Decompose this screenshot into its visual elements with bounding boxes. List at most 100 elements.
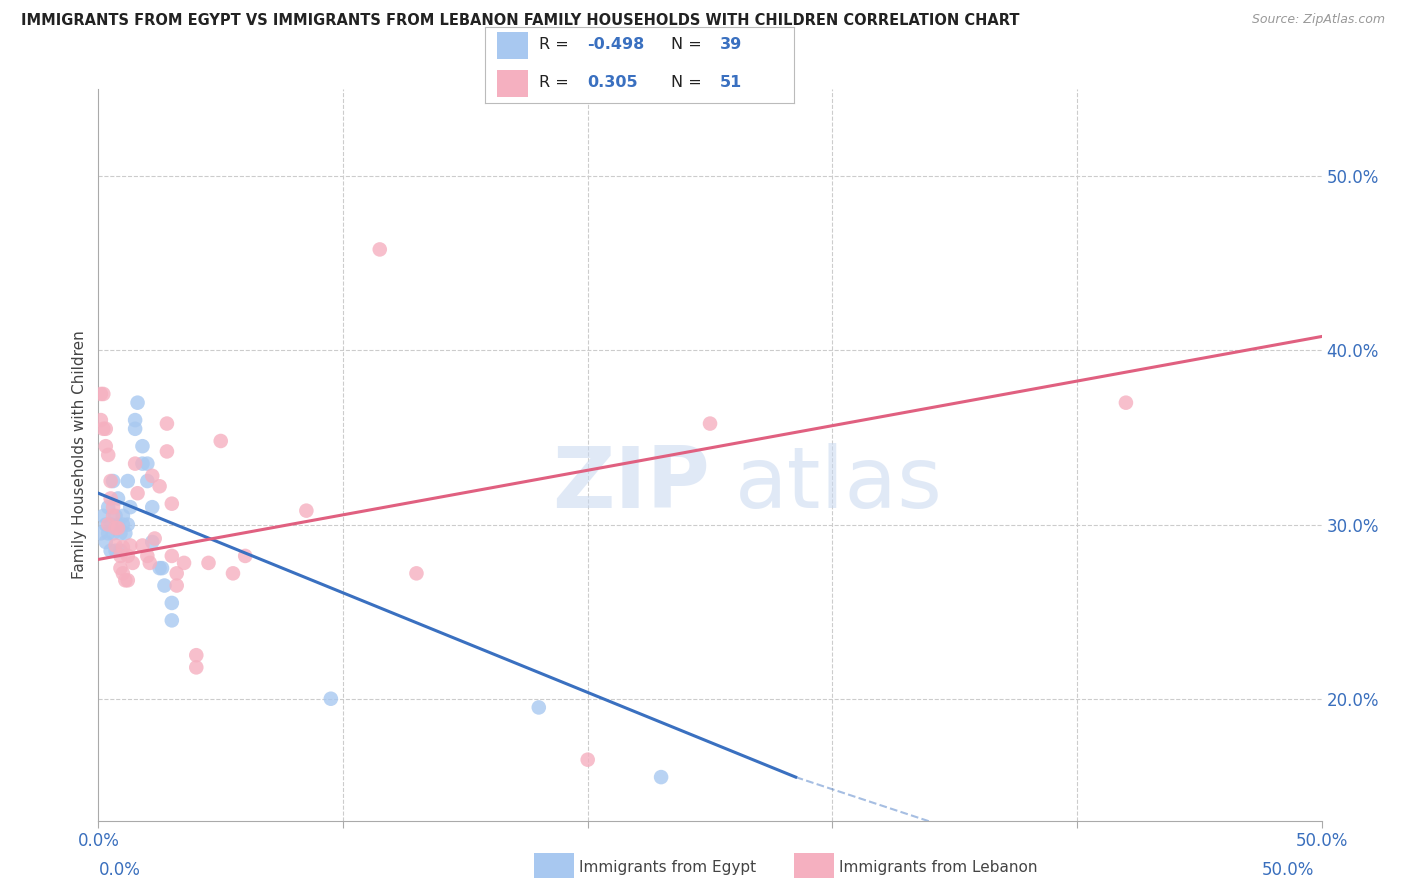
Point [104,521,127,535]
Point [121,556,143,570]
Point [160,497,183,511]
Point [141,500,163,515]
Point [90,526,112,541]
Point [91,387,114,401]
Point [209,434,232,448]
Point [141,535,163,549]
Point [111,508,134,523]
Point [114,526,136,541]
Text: 0.305: 0.305 [588,75,638,90]
Point [94,535,117,549]
Point [150,561,173,575]
Point [100,543,122,558]
Point [222,566,245,581]
Text: 51: 51 [720,75,742,90]
Point [90,413,112,427]
Point [124,422,146,436]
Point [186,660,208,674]
Point [699,417,721,431]
FancyBboxPatch shape [498,32,529,59]
Text: 39: 39 [720,37,742,53]
Point [156,444,179,458]
Point [104,543,127,558]
Point [149,561,172,575]
Text: IMMIGRANTS FROM EGYPT VS IMMIGRANTS FROM LEBANON FAMILY HOUSEHOLDS WITH CHILDREN: IMMIGRANTS FROM EGYPT VS IMMIGRANTS FROM… [21,13,1019,29]
Point [107,491,129,506]
Point [120,539,142,553]
Point [141,468,163,483]
Text: N =: N = [671,75,707,90]
Point [143,532,166,546]
Text: R =: R = [538,37,574,53]
Point [136,549,159,563]
Point [233,549,256,563]
Point [120,500,142,515]
Point [173,556,195,570]
Point [107,517,129,532]
Point [136,457,159,471]
Text: Immigrants from Lebanon: Immigrants from Lebanon [839,860,1038,874]
Point [101,474,124,488]
Text: 0.0%: 0.0% [98,861,141,879]
Point [368,243,391,257]
Text: R =: R = [538,75,579,90]
Point [101,526,124,541]
Text: 50.0%: 50.0% [1263,861,1315,879]
Point [124,457,146,471]
Point [97,500,120,515]
Point [97,526,120,541]
Point [110,526,132,541]
Point [295,503,318,517]
Point [111,540,134,554]
Point [117,517,139,532]
Point [97,448,120,462]
Text: -0.498: -0.498 [588,37,644,53]
Point [166,578,188,592]
Point [90,387,112,401]
Point [576,753,599,767]
Point [156,417,179,431]
Point [124,413,146,427]
Text: N =: N = [671,37,707,53]
Point [127,395,149,409]
Text: Source: ZipAtlas.com: Source: ZipAtlas.com [1251,13,1385,27]
Point [197,556,219,570]
Point [136,474,159,488]
FancyBboxPatch shape [498,70,529,96]
Point [153,578,176,592]
Point [131,457,153,471]
Text: Immigrants from Egypt: Immigrants from Egypt [579,860,756,874]
Point [117,549,139,563]
Point [101,500,124,515]
Point [111,517,134,532]
Y-axis label: Family Households with Children: Family Households with Children [72,331,87,579]
Point [91,508,114,523]
Point [94,517,117,532]
Text: atlas: atlas [734,442,942,525]
Point [104,508,127,523]
Point [319,691,342,706]
Point [107,521,129,535]
Point [139,556,162,570]
Point [1115,395,1137,409]
Point [131,439,153,453]
Point [149,479,172,493]
Point [101,508,124,523]
Point [160,613,183,627]
Point [114,574,136,588]
Point [110,549,132,563]
Point [100,517,122,532]
Point [110,543,132,558]
Point [94,439,117,453]
Point [186,648,208,663]
Point [117,474,139,488]
Point [91,422,114,436]
Point [110,561,132,575]
Point [104,539,127,553]
Point [111,566,134,581]
Point [166,566,188,581]
Text: ZIP: ZIP [553,442,710,525]
Point [117,574,139,588]
Point [94,422,117,436]
Point [127,486,149,500]
